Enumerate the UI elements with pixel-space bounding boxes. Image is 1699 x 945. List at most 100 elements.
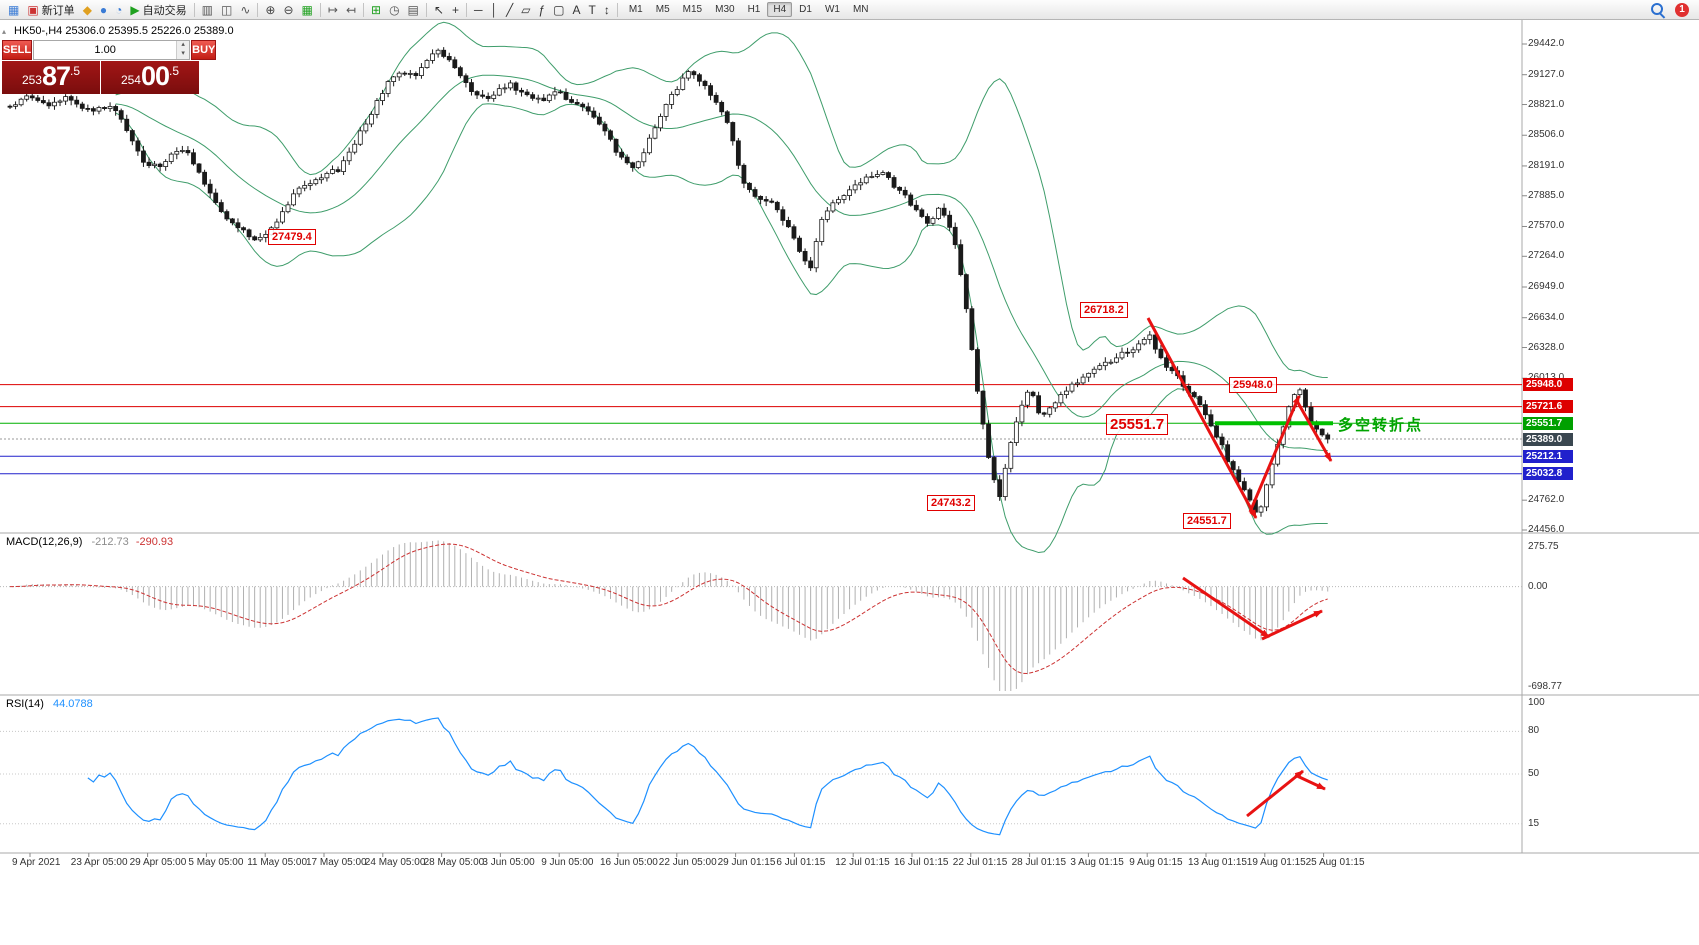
one-click-trading-panel: SELL ▴ ▾ BUY 253 87 .5 254 00 .5	[2, 40, 217, 94]
price-tag: 25212.1	[1523, 449, 1573, 463]
toolbar-separator	[425, 2, 427, 17]
volume-input[interactable]	[34, 41, 177, 59]
timeframe-h1-button[interactable]: H1	[747, 4, 761, 15]
line-chart-button[interactable]: ∿	[236, 1, 254, 18]
price-axis-label: 24762.0	[1528, 494, 1565, 506]
toolbar-separator	[257, 2, 259, 17]
trend-arrows[interactable]	[1146, 317, 1333, 818]
trend-arrow[interactable]	[1146, 317, 1258, 519]
bollinger-upper-band	[115, 21, 1328, 379]
autotrading-button-label: 自动交易	[142, 4, 187, 17]
price-scale[interactable]: 29442.0 29127.0 28821.0 28506.0 28191.0 27885…	[1522, 0, 1699, 945]
crosshair-icon: +	[451, 2, 459, 17]
search-icon[interactable]	[1650, 2, 1665, 17]
new-order-icon: ▣	[27, 2, 39, 17]
price-axis-label: 27570.0	[1528, 220, 1565, 232]
cursor-button[interactable]: ↖	[430, 1, 448, 18]
buy-price-prefix: 254	[120, 73, 141, 87]
fibonacci-button[interactable]: ƒ	[534, 1, 549, 18]
shapes-button[interactable]: ▢	[549, 1, 568, 18]
data-window-button[interactable]: ●	[96, 1, 111, 18]
toolbar-separator	[363, 2, 364, 17]
bar-chart-icon: ▥	[201, 2, 213, 17]
volume-up-button[interactable]: ▴	[177, 41, 190, 50]
strategy-tester-icon: ◔	[115, 2, 123, 17]
trade-panel-controls: SELL ▴ ▾ BUY	[2, 40, 217, 60]
autotrading-button[interactable]: ▶ 自动交易	[126, 1, 190, 18]
rsi-name: RSI(14)	[6, 698, 44, 710]
new-order-button[interactable]: ▣ 新订单	[23, 1, 78, 18]
zoom-out-icon: ⊖	[283, 2, 294, 17]
price-axis-label: 29127.0	[1528, 68, 1565, 80]
arrows-tool-icon: ↕	[603, 2, 610, 17]
toolbar-separator	[616, 2, 618, 17]
vertical-line-button[interactable]: │	[486, 1, 502, 18]
toolbar-separator	[465, 2, 467, 17]
main-toolbar: ▦ ▣ 新订单 ◆ ● ◔ ▶ 自动交易 ▥ ◫ ∿ ⊕ ⊖ ▦ ↦ ↤ ⊞ ◷ ▤ ↖ + ─ │ ╱ ▱ ƒ ▢ A T ↕ M1 M5 M…	[0, 0, 1699, 20]
line-chart-icon: ∿	[240, 2, 251, 17]
rsi-indicator-label: RSI(14) 44.0788	[6, 698, 93, 710]
market-watch-button[interactable]: ◆	[79, 1, 96, 18]
trend-arrow[interactable]	[1295, 400, 1333, 462]
text-button[interactable]: A	[568, 1, 584, 18]
trend-arrow[interactable]	[1261, 609, 1323, 641]
timeframe-m1-button[interactable]: M1	[628, 4, 643, 15]
rsi-axis-label: 80	[1528, 725, 1540, 737]
horizontal-line-icon: ─	[473, 2, 483, 17]
new-chart-icon: ▦	[8, 2, 20, 17]
sell-price-display[interactable]: 253 87 .5	[2, 61, 100, 94]
candlestick-chart-button[interactable]: ◫	[217, 1, 236, 18]
cursor-icon: ↖	[433, 2, 444, 17]
toolbar-separator	[193, 2, 195, 17]
crosshair-button[interactable]: +	[448, 1, 463, 18]
price-axis-label: 29442.0	[1528, 38, 1565, 49]
strategy-tester-button[interactable]: ◔	[111, 1, 126, 18]
price-axis-label: 26328.0	[1528, 341, 1565, 353]
timeframe-h4-button[interactable]: H4	[767, 2, 793, 17]
trend-arrow[interactable]	[1246, 769, 1304, 818]
tile-windows-button[interactable]: ▦	[298, 1, 317, 18]
periods-button[interactable]: ◷	[385, 1, 403, 18]
price-tag: 25721.6	[1523, 400, 1573, 414]
rsi-axis-label: 15	[1528, 817, 1540, 829]
trend-arrow[interactable]	[1294, 773, 1326, 791]
candlestick-series	[7, 47, 1331, 517]
arrows-tool-button[interactable]: ↕	[600, 1, 614, 18]
templates-button[interactable]: ▤	[404, 1, 423, 18]
horizontal-level-lines[interactable]	[0, 384, 1522, 475]
rsi-line	[87, 717, 1328, 836]
tile-windows-icon: ▦	[301, 2, 313, 17]
text-label-button[interactable]: T	[585, 1, 600, 18]
macd-axis-label: 275.75	[1528, 541, 1559, 552]
trend-arrow[interactable]	[1248, 395, 1301, 513]
add-indicator-button[interactable]: ⊞	[367, 1, 385, 18]
chart-shift-button[interactable]: ↤	[342, 1, 360, 18]
price-axis-label: 28506.0	[1528, 129, 1565, 141]
timeframe-m5-button[interactable]: M5	[655, 4, 670, 15]
auto-scroll-button[interactable]: ↦	[324, 1, 342, 18]
timeframe-mn-button[interactable]: MN	[852, 4, 869, 15]
buy-button[interactable]: BUY	[191, 40, 217, 60]
one-click-panel-toggle[interactable]: ▴	[2, 27, 7, 36]
sell-button[interactable]: SELL	[2, 40, 33, 60]
price-tag: 25551.7	[1523, 416, 1573, 430]
channel-button[interactable]: ▱	[517, 1, 534, 18]
zoom-out-button[interactable]: ⊖	[279, 1, 297, 18]
trendline-button[interactable]: ╱	[502, 1, 517, 18]
text-icon: A	[572, 2, 581, 17]
volume-down-button[interactable]: ▾	[177, 50, 190, 59]
horizontal-line-button[interactable]: ─	[470, 1, 487, 18]
bar-chart-button[interactable]: ▥	[198, 1, 217, 18]
zoom-in-button[interactable]: ⊕	[261, 1, 279, 18]
timeframe-m30-button[interactable]: M30	[715, 4, 735, 15]
data-window-icon: ●	[99, 2, 108, 17]
timeframe-w1-button[interactable]: W1	[824, 4, 840, 15]
timeframe-d1-button[interactable]: D1	[799, 4, 812, 15]
trend-arrow[interactable]	[1182, 576, 1270, 639]
buy-price-display[interactable]: 254 00 .5	[101, 61, 199, 94]
macd-signal-value: -290.93	[135, 536, 174, 548]
new-chart-button[interactable]: ▦	[4, 1, 23, 18]
notifications-badge[interactable]: 1	[1675, 2, 1689, 17]
timeframe-m15-button[interactable]: M15	[682, 4, 703, 15]
